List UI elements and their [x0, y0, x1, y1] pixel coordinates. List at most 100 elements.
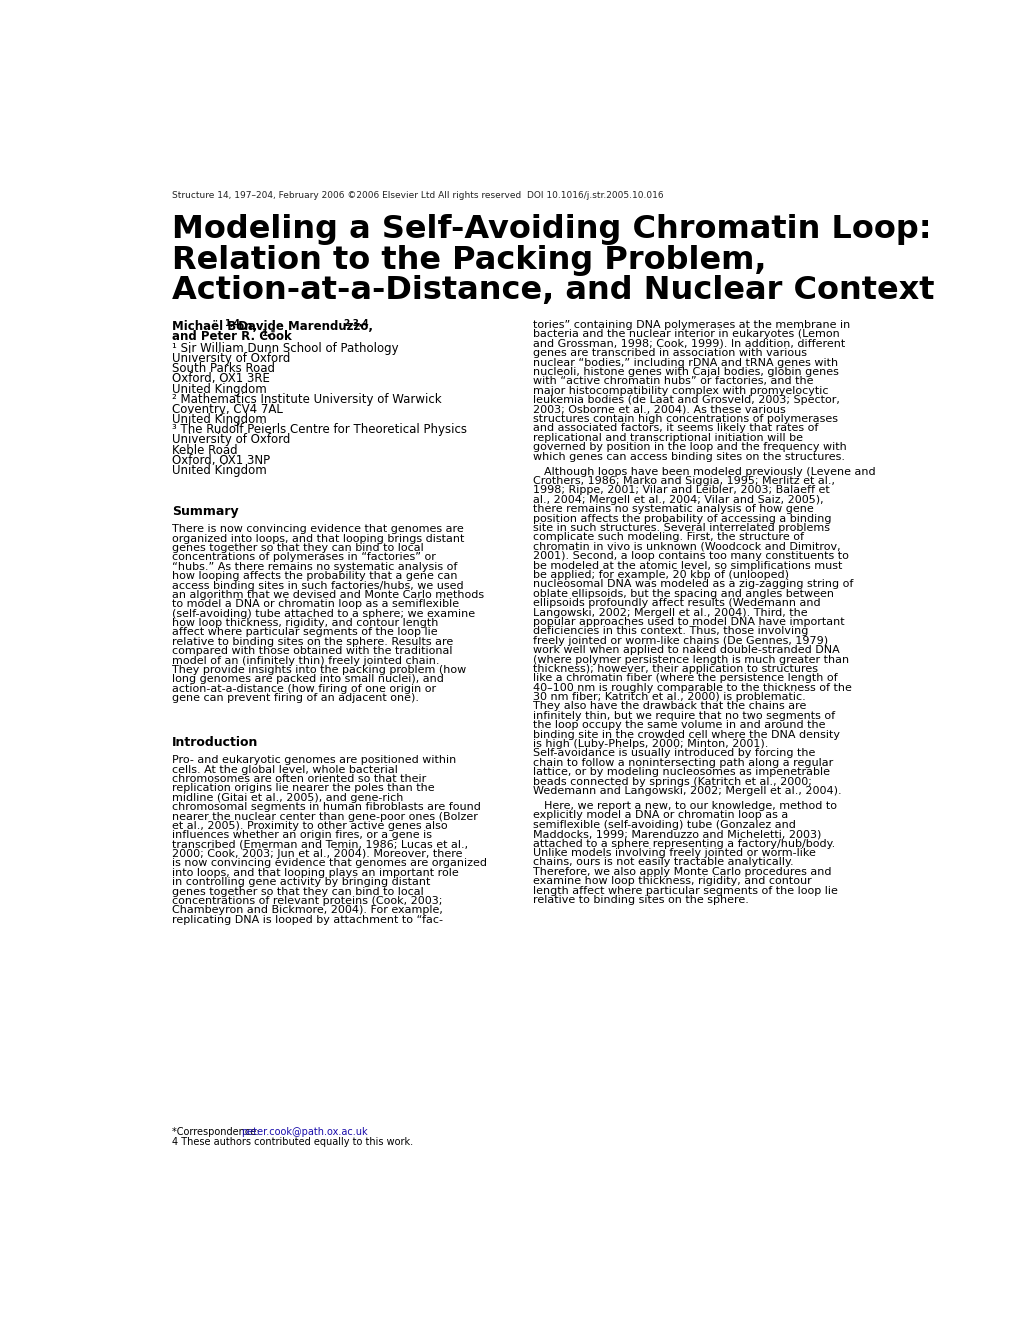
- Text: “hubs.” As there remains no systematic analysis of: “hubs.” As there remains no systematic a…: [171, 562, 457, 572]
- Text: influences whether an origin fires, or a gene is: influences whether an origin fires, or a…: [171, 830, 431, 841]
- Text: structures contain high concentrations of polymerases: structures contain high concentrations o…: [532, 414, 837, 424]
- Text: 1998; Rippe, 2001; Vilar and Leibler, 2003; Balaeff et: 1998; Rippe, 2001; Vilar and Leibler, 20…: [532, 486, 828, 495]
- Text: (where polymer persistence length is much greater than: (where polymer persistence length is muc…: [532, 655, 848, 664]
- Text: lattice, or by modeling nucleosomes as impenetrable: lattice, or by modeling nucleosomes as i…: [532, 767, 829, 777]
- Text: 2000; Cook, 2003; Jun et al., 2004). Moreover, there: 2000; Cook, 2003; Jun et al., 2004). Mor…: [171, 849, 462, 859]
- Text: tories” containing DNA polymerases at the membrane in: tories” containing DNA polymerases at th…: [532, 321, 849, 330]
- Text: Crothers, 1986; Marko and Siggia, 1995; Merlitz et al.,: Crothers, 1986; Marko and Siggia, 1995; …: [532, 477, 834, 486]
- Text: Therefore, we also apply Monte Carlo procedures and: Therefore, we also apply Monte Carlo pro…: [532, 867, 830, 876]
- Text: affect where particular segments of the loop lie: affect where particular segments of the …: [171, 627, 437, 638]
- Text: They provide insights into the packing problem (how: They provide insights into the packing p…: [171, 665, 466, 675]
- Text: length affect where particular segments of the loop lie: length affect where particular segments …: [532, 886, 837, 895]
- Text: semiflexible (self-avoiding) tube (Gonzalez and: semiflexible (self-avoiding) tube (Gonza…: [532, 820, 795, 830]
- Text: et al., 2005). Proximity to other active genes also: et al., 2005). Proximity to other active…: [171, 821, 447, 830]
- Text: with “active chromatin hubs” or factories, and the: with “active chromatin hubs” or factorie…: [532, 376, 812, 387]
- Text: binding site in the crowded cell where the DNA density: binding site in the crowded cell where t…: [532, 730, 839, 739]
- Text: model of an (infinitely thin) freely jointed chain.: model of an (infinitely thin) freely joi…: [171, 656, 439, 665]
- Text: organized into loops, and that looping brings distant: organized into loops, and that looping b…: [171, 533, 464, 544]
- Text: oblate ellipsoids, but the spacing and angles between: oblate ellipsoids, but the spacing and a…: [532, 589, 833, 599]
- Text: examine how loop thickness, rigidity, and contour: examine how loop thickness, rigidity, an…: [532, 876, 811, 886]
- Text: an algorithm that we devised and Monte Carlo methods: an algorithm that we devised and Monte C…: [171, 590, 483, 599]
- Text: long genomes are packed into small nuclei), and: long genomes are packed into small nucle…: [171, 675, 443, 685]
- Text: which genes can access binding sites on the structures.: which genes can access binding sites on …: [532, 451, 844, 462]
- Text: in controlling gene activity by bringing distant: in controlling gene activity by bringing…: [171, 878, 430, 887]
- Text: Coventry, CV4 7AL: Coventry, CV4 7AL: [171, 403, 282, 416]
- Text: access binding sites in such factories/hubs, we used: access binding sites in such factories/h…: [171, 581, 463, 590]
- Text: chromosomal segments in human fibroblasts are found: chromosomal segments in human fibroblast…: [171, 803, 480, 812]
- Text: Summary: Summary: [171, 506, 238, 517]
- Text: There is now convincing evidence that genomes are: There is now convincing evidence that ge…: [171, 524, 463, 535]
- Text: Relation to the Packing Problem,: Relation to the Packing Problem,: [171, 244, 765, 276]
- Text: gene can prevent firing of an adjacent one).: gene can prevent firing of an adjacent o…: [171, 693, 418, 704]
- Text: governed by position in the loop and the frequency with: governed by position in the loop and the…: [532, 442, 846, 453]
- Text: ¹ Sir William Dunn School of Pathology: ¹ Sir William Dunn School of Pathology: [171, 342, 397, 355]
- Text: They also have the drawback that the chains are: They also have the drawback that the cha…: [532, 701, 805, 711]
- Text: concentrations of relevant proteins (Cook, 2003;: concentrations of relevant proteins (Coo…: [171, 896, 441, 906]
- Text: Structure 14, 197–204, February 2006 ©2006 Elsevier Ltd All rights reserved  DOI: Structure 14, 197–204, February 2006 ©20…: [171, 191, 662, 199]
- Text: United Kingdom: United Kingdom: [171, 383, 266, 396]
- Text: Wedemann and Langowski, 2002; Mergell et al., 2004).: Wedemann and Langowski, 2002; Mergell et…: [532, 785, 841, 796]
- Text: there remains no systematic analysis of how gene: there remains no systematic analysis of …: [532, 504, 813, 515]
- Text: site in such structures. Several interrelated problems: site in such structures. Several interre…: [532, 523, 829, 533]
- Text: Although loops have been modeled previously (Levene and: Although loops have been modeled previou…: [544, 467, 875, 477]
- Text: 2,3,4: 2,3,4: [343, 318, 369, 327]
- Text: be applied; for example, 20 kbp of (unlooped): be applied; for example, 20 kbp of (unlo…: [532, 570, 788, 579]
- Text: explicitly model a DNA or chromatin loop as a: explicitly model a DNA or chromatin loop…: [532, 810, 788, 821]
- Text: 4 These authors contributed equally to this work.: 4 These authors contributed equally to t…: [171, 1137, 413, 1147]
- Text: chromatin in vivo is unknown (Woodcock and Dimitrov,: chromatin in vivo is unknown (Woodcock a…: [532, 541, 840, 552]
- Text: and Peter R. Cook: and Peter R. Cook: [171, 330, 291, 343]
- Text: nucleosomal DNA was modeled as a zig-zagging string of: nucleosomal DNA was modeled as a zig-zag…: [532, 579, 852, 589]
- Text: complicate such modeling. First, the structure of: complicate such modeling. First, the str…: [532, 532, 803, 543]
- Text: Oxford, OX1 3RE: Oxford, OX1 3RE: [171, 372, 269, 385]
- Text: relative to binding sites on the sphere. Results are: relative to binding sites on the sphere.…: [171, 636, 452, 647]
- Text: Chambeyron and Bickmore, 2004). For example,: Chambeyron and Bickmore, 2004). For exam…: [171, 906, 442, 916]
- Text: cells. At the global level, whole bacterial: cells. At the global level, whole bacter…: [171, 764, 397, 775]
- Text: Davide Marenduzzo,: Davide Marenduzzo,: [233, 321, 372, 333]
- Text: United Kingdom: United Kingdom: [171, 413, 266, 426]
- Text: 1,4: 1,4: [223, 318, 239, 327]
- Text: replicating DNA is looped by attachment to “fac-: replicating DNA is looped by attachment …: [171, 915, 442, 925]
- Text: *Correspondence:: *Correspondence:: [171, 1127, 262, 1137]
- Text: Here, we report a new, to our knowledge, method to: Here, we report a new, to our knowledge,…: [544, 801, 837, 810]
- Text: beads connected by springs (Katritch et al., 2000;: beads connected by springs (Katritch et …: [532, 776, 811, 787]
- Text: how loop thickness, rigidity, and contour length: how loop thickness, rigidity, and contou…: [171, 618, 437, 628]
- Text: like a chromatin fiber (where the persistence length of: like a chromatin fiber (where the persis…: [532, 673, 837, 684]
- Text: peter.cook@path.ox.ac.uk: peter.cook@path.ox.ac.uk: [240, 1127, 367, 1137]
- Text: replication origins lie nearer the poles than the: replication origins lie nearer the poles…: [171, 783, 434, 793]
- Text: Maddocks, 1999; Marenduzzo and Micheletti, 2003): Maddocks, 1999; Marenduzzo and Michelett…: [532, 829, 820, 840]
- Text: action-at-a-distance (how firing of one origin or: action-at-a-distance (how firing of one …: [171, 684, 435, 694]
- Text: leukemia bodies (de Laat and Grosveld, 2003; Spector,: leukemia bodies (de Laat and Grosveld, 2…: [532, 395, 839, 405]
- Text: concentrations of polymerases in “factories” or: concentrations of polymerases in “factor…: [171, 552, 435, 562]
- Text: Introduction: Introduction: [171, 737, 258, 748]
- Text: Pro- and eukaryotic genomes are positioned within: Pro- and eukaryotic genomes are position…: [171, 755, 455, 766]
- Text: is high (Luby-Phelps, 2000; Minton, 2001).: is high (Luby-Phelps, 2000; Minton, 2001…: [532, 739, 767, 748]
- Text: relative to binding sites on the sphere.: relative to binding sites on the sphere.: [532, 895, 748, 906]
- Text: Oxford, OX1 3NP: Oxford, OX1 3NP: [171, 454, 270, 467]
- Text: 40–100 nm is roughly comparable to the thickness of the: 40–100 nm is roughly comparable to the t…: [532, 682, 851, 693]
- Text: 1,*: 1,*: [261, 329, 275, 338]
- Text: Langowski, 2002; Mergell et al., 2004). Third, the: Langowski, 2002; Mergell et al., 2004). …: [532, 607, 807, 618]
- Text: genes together so that they can bind to local: genes together so that they can bind to …: [171, 543, 423, 553]
- Text: freely jointed or worm-like chains (De Gennes, 1979): freely jointed or worm-like chains (De G…: [532, 636, 827, 645]
- Text: is now convincing evidence that genomes are organized: is now convincing evidence that genomes …: [171, 858, 486, 869]
- Text: and associated factors, it seems likely that rates of: and associated factors, it seems likely …: [532, 424, 817, 433]
- Text: University of Oxford: University of Oxford: [171, 352, 289, 366]
- Text: Unlike models involving freely jointed or worm-like: Unlike models involving freely jointed o…: [532, 847, 815, 858]
- Text: United Kingdom: United Kingdom: [171, 463, 266, 477]
- Text: al., 2004; Mergell et al., 2004; Vilar and Saiz, 2005),: al., 2004; Mergell et al., 2004; Vilar a…: [532, 495, 822, 504]
- Text: ³ The Rudolf Peierls Centre for Theoretical Physics: ³ The Rudolf Peierls Centre for Theoreti…: [171, 424, 467, 437]
- Text: and Grossman, 1998; Cook, 1999). In addition, different: and Grossman, 1998; Cook, 1999). In addi…: [532, 339, 845, 348]
- Text: Action-at-a-Distance, and Nuclear Context: Action-at-a-Distance, and Nuclear Contex…: [171, 276, 933, 306]
- Text: attached to a sphere representing a factory/hub/body.: attached to a sphere representing a fact…: [532, 838, 835, 849]
- Text: chain to follow a nonintersecting path along a regular: chain to follow a nonintersecting path a…: [532, 758, 833, 768]
- Text: nucleoli, histone genes with Cajal bodies, globin genes: nucleoli, histone genes with Cajal bodie…: [532, 367, 838, 378]
- Text: transcribed (Emerman and Temin, 1986; Lucas et al.,: transcribed (Emerman and Temin, 1986; Lu…: [171, 840, 468, 850]
- Text: 30 nm fiber; Katritch et al., 2000) is problematic.: 30 nm fiber; Katritch et al., 2000) is p…: [532, 692, 805, 702]
- Text: Keble Road: Keble Road: [171, 444, 237, 457]
- Text: major histocompatibility complex with promyelocytic: major histocompatibility complex with pr…: [532, 385, 827, 396]
- Text: compared with those obtained with the traditional: compared with those obtained with the tr…: [171, 647, 451, 656]
- Text: infinitely thin, but we require that no two segments of: infinitely thin, but we require that no …: [532, 711, 835, 721]
- Text: how looping affects the probability that a gene can: how looping affects the probability that…: [171, 572, 457, 581]
- Text: the loop occupy the same volume in and around the: the loop occupy the same volume in and a…: [532, 721, 824, 730]
- Text: ² Mathematics Institute University of Warwick: ² Mathematics Institute University of Wa…: [171, 393, 441, 405]
